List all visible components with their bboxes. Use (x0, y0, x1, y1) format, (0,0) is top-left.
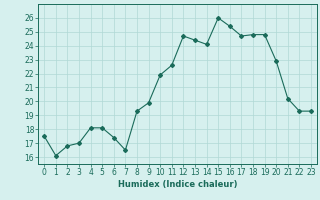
X-axis label: Humidex (Indice chaleur): Humidex (Indice chaleur) (118, 180, 237, 189)
